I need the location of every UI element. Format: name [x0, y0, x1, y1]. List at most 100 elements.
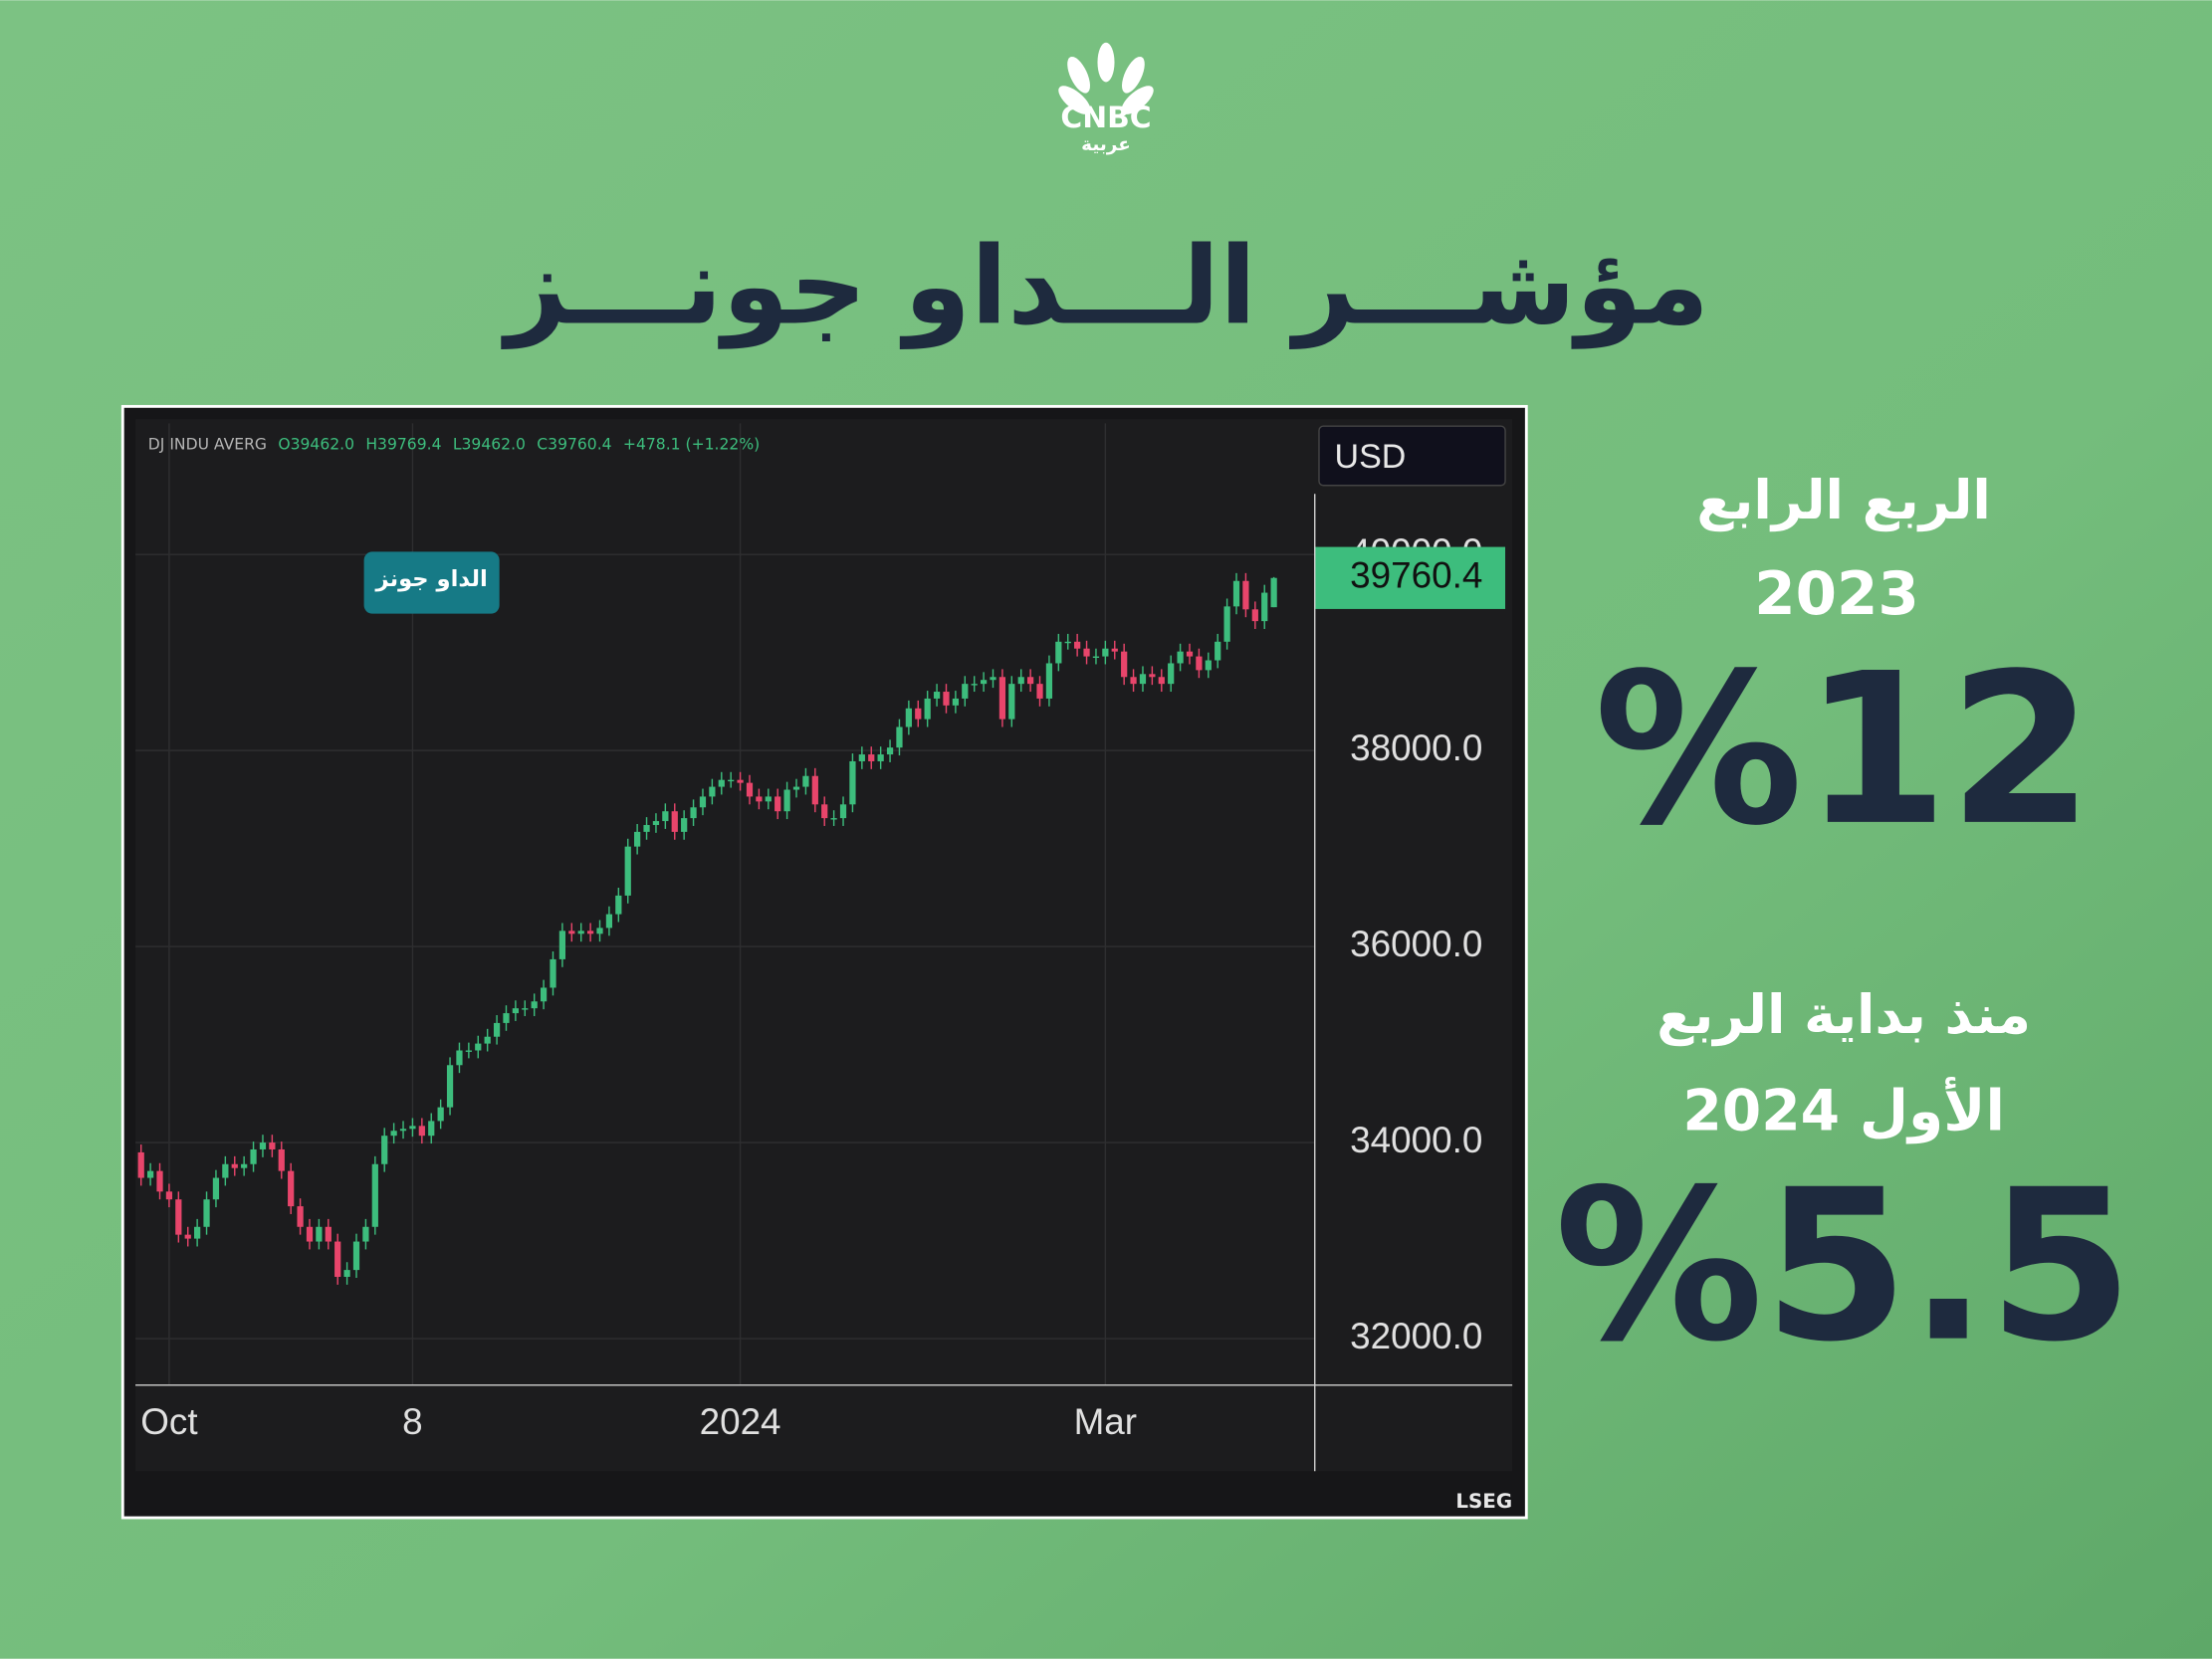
candle-body: [1186, 651, 1194, 657]
page-title: مؤشـــر الـــداو جونـــز: [501, 224, 1709, 349]
candle-body: [371, 1163, 378, 1227]
candle-body: [343, 1270, 350, 1278]
candle-body: [849, 760, 856, 805]
candle-body: [1055, 641, 1062, 664]
candle-body: [306, 1226, 314, 1242]
candle-body: [802, 775, 809, 787]
candle-body: [830, 818, 837, 820]
candle-body: [586, 931, 594, 934]
q4-value: %12: [1594, 629, 2094, 872]
candle-body: [493, 1022, 501, 1037]
chart-header: DJ INDU AVERG O39462.0 H39769.4 L39462.0 C39…: [148, 435, 760, 453]
candle-body: [428, 1121, 435, 1137]
candle-body: [624, 846, 631, 896]
candle-body: [858, 754, 865, 761]
candlestick-chart: 32000.034000.036000.038000.040000.0Oct82…: [135, 423, 1506, 1442]
candle-body: [446, 1065, 454, 1108]
candle-body: [362, 1226, 369, 1242]
candle-body: [980, 680, 988, 685]
candle-body: [990, 677, 996, 681]
candle-body: [643, 824, 650, 832]
candle-body: [437, 1107, 444, 1122]
candle-body: [1008, 684, 1015, 720]
badge-text: الداو جونز: [375, 566, 488, 592]
candle-body: [652, 821, 660, 825]
candle-body: [905, 708, 912, 727]
candle-body: [231, 1163, 238, 1168]
candle-body: [325, 1226, 332, 1242]
ytd-year: الأول 2024: [1682, 1076, 2005, 1143]
source: LSEG: [1455, 1490, 1512, 1513]
candle-body: [1215, 641, 1221, 661]
stats-panel: الربع الرابع 2023 %12 منذ بداية الربع ال…: [1554, 469, 2133, 1388]
q4-year: 2023: [1754, 560, 1919, 629]
candle-body: [456, 1050, 463, 1066]
candle-body: [399, 1129, 407, 1132]
candle-body: [605, 914, 613, 929]
y-tick-label: 32000.0: [1350, 1316, 1482, 1356]
candle-body: [933, 692, 941, 699]
badge: [363, 551, 500, 614]
candle-body: [690, 807, 697, 819]
candle-body: [522, 1008, 529, 1010]
last-price-label: 39760.4: [1350, 554, 1482, 595]
candle-body: [1177, 651, 1184, 664]
candle-body: [184, 1234, 191, 1239]
y-tick-label: 36000.0: [1350, 924, 1482, 964]
last-price-box: [1314, 546, 1506, 609]
candle-body: [278, 1148, 285, 1171]
candle-body: [390, 1131, 397, 1137]
header-high: H39769.4: [365, 435, 441, 453]
candle-body: [550, 958, 556, 988]
candle-body: [896, 726, 903, 748]
candle-body: [484, 1036, 491, 1044]
candle-body: [1045, 663, 1053, 699]
candle-body: [512, 1008, 520, 1014]
candle-body: [1036, 684, 1043, 699]
candle-body: [1223, 606, 1230, 642]
candle-body: [943, 692, 950, 706]
candle-body: [1092, 656, 1100, 658]
candle-body: [540, 987, 548, 1002]
y-tick-label: 38000.0: [1350, 727, 1482, 768]
candle-body: [1158, 677, 1165, 685]
header-low: L39462.0: [453, 435, 526, 453]
candle-body: [175, 1199, 182, 1235]
candle-body: [596, 928, 603, 934]
candle-body: [165, 1191, 173, 1200]
candle-body: [1111, 648, 1118, 652]
candle-body: [709, 786, 716, 797]
q4-label: الربع الرابع: [1696, 469, 1990, 531]
candle-body: [568, 931, 575, 934]
candle-body: [1027, 677, 1034, 685]
candle-body: [1270, 577, 1277, 608]
candle-body: [1017, 677, 1024, 685]
candle-body: [962, 684, 969, 699]
candle-body: [868, 754, 875, 761]
candle-body: [699, 796, 707, 808]
candle-body: [1064, 641, 1071, 644]
candle-body: [1102, 648, 1109, 657]
candle-body: [681, 818, 688, 832]
header-change: +478.1 (+1.22%): [623, 435, 760, 453]
candle-body: [203, 1199, 210, 1227]
candle-body: [615, 895, 622, 915]
candle-body: [1251, 609, 1258, 622]
candle-body: [146, 1170, 154, 1178]
candle-body: [728, 779, 735, 782]
x-tick-label: Mar: [1074, 1401, 1137, 1442]
candle-body: [316, 1226, 323, 1242]
candle-body: [718, 779, 725, 787]
x-tick-label: 2024: [700, 1401, 781, 1442]
candle-body: [475, 1043, 482, 1051]
candle-body: [886, 747, 894, 755]
candle-body: [241, 1163, 248, 1168]
header-open: O39462.0: [278, 435, 354, 453]
logo-sub: عربية: [1081, 134, 1131, 155]
candle-body: [1242, 580, 1249, 610]
candle-body: [971, 684, 978, 686]
logo-text: CNBC: [1060, 101, 1151, 135]
candle-body: [288, 1170, 295, 1207]
candle-body: [877, 754, 884, 761]
